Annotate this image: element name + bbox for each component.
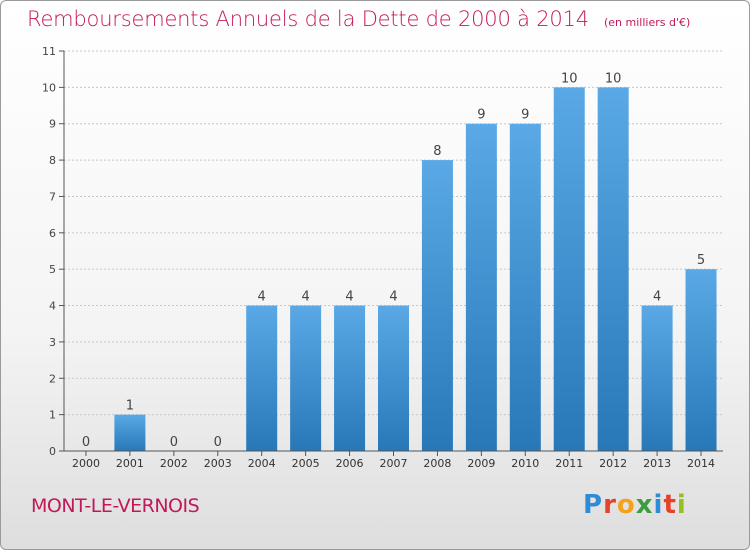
bar-value-label: 9	[477, 108, 485, 123]
bar-2012	[597, 87, 629, 451]
bar-2005	[290, 305, 322, 451]
x-tick-label: 2000	[72, 457, 100, 470]
y-tick-label: 11	[42, 45, 56, 58]
bar-2014	[685, 269, 717, 451]
bar-2001	[114, 414, 146, 451]
bar-value-label: 10	[605, 71, 622, 86]
x-tick-label: 2001	[116, 457, 144, 470]
x-tick-label: 2004	[248, 457, 276, 470]
y-tick-label: 9	[49, 118, 56, 131]
x-tick-label: 2007	[380, 457, 408, 470]
bar-value-label: 8	[433, 144, 441, 159]
chart-unit-label: (en milliers d'€)	[604, 16, 691, 29]
y-tick-label: 4	[49, 300, 56, 313]
bar-value-label: 4	[653, 290, 661, 305]
x-tick-label: 2011	[555, 457, 583, 470]
bar-2006	[334, 305, 366, 451]
y-tick-label: 8	[49, 154, 56, 167]
bar-2013	[641, 305, 673, 451]
x-tick-label: 2013	[643, 457, 671, 470]
proxiti-logo: Proxiti	[583, 490, 687, 520]
x-tick-label: 2012	[599, 457, 627, 470]
bar-2010	[509, 123, 541, 452]
commune-name: MONT-LE-VERNOIS	[31, 495, 200, 517]
x-tick-label: 2014	[687, 457, 715, 470]
bar-2007	[378, 305, 409, 451]
bar-value-label: 0	[214, 435, 222, 450]
bar-value-label: 10	[561, 71, 578, 86]
bar-2008	[421, 160, 453, 451]
x-tick-label: 2008	[423, 457, 451, 470]
x-tick-label: 2009	[467, 457, 495, 470]
x-tick-label: 2010	[511, 457, 539, 470]
y-tick-label: 3	[49, 336, 56, 349]
y-tick-label: 7	[49, 190, 56, 203]
bar-value-label: 5	[697, 253, 705, 268]
bar-2011	[553, 87, 585, 451]
x-tick-label: 2003	[204, 457, 232, 470]
y-tick-label: 6	[49, 227, 56, 240]
chart-title-text: Remboursements Annuels de la Dette de 20…	[27, 7, 589, 31]
bar-value-label: 1	[126, 399, 134, 414]
y-tick-label: 10	[42, 81, 56, 94]
y-tick-label: 0	[49, 445, 56, 458]
bar-2009	[465, 123, 497, 452]
bar-value-label: 4	[301, 290, 309, 305]
bar-2004	[246, 305, 278, 451]
x-tick-label: 2006	[336, 457, 364, 470]
y-tick-label: 1	[49, 409, 56, 422]
y-tick-label: 2	[49, 372, 56, 385]
bar-value-label: 9	[521, 108, 529, 123]
x-tick-label: 2002	[160, 457, 188, 470]
bar-value-label: 0	[82, 435, 90, 450]
x-tick-label: 2005	[292, 457, 320, 470]
y-tick-label: 5	[49, 263, 56, 276]
bar-value-label: 4	[389, 290, 397, 305]
bar-value-label: 4	[258, 290, 266, 305]
bar-value-label: 0	[170, 435, 178, 450]
bar-value-label: 4	[345, 290, 353, 305]
chart-title: Remboursements Annuels de la Dette de 20…	[27, 7, 690, 31]
